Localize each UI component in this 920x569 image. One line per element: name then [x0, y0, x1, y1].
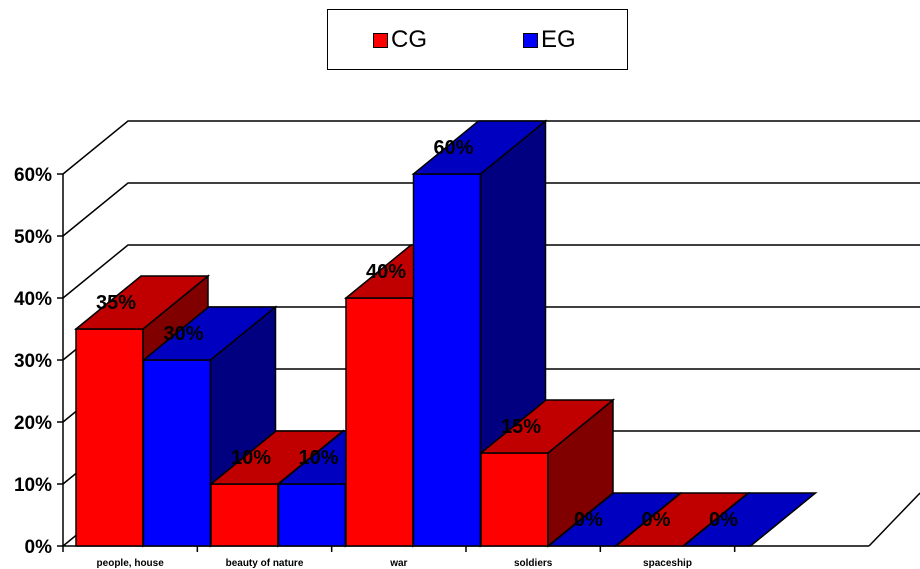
legend-item-cg: CG: [373, 28, 427, 52]
x-tick-labels: people, house beauty of nature war soldiers…: [97, 558, 692, 569]
bars: [73, 119, 818, 548]
data-label-eg: 60%: [433, 137, 473, 159]
data-label-cg: 35%: [96, 292, 136, 314]
floor-right-edge: [868, 492, 920, 547]
legend-label-cg: CG: [391, 26, 427, 53]
bar-front: [480, 452, 549, 547]
y-tick-label: 40%: [14, 289, 52, 310]
gridline: [62, 182, 920, 237]
bar-front: [75, 328, 144, 547]
y-tick-labels: 0% 10% 20% 30% 40% 50% 60%: [14, 165, 52, 558]
y-tick-label: 10%: [14, 475, 52, 496]
bar-front: [277, 483, 347, 547]
bar-front: [210, 483, 279, 547]
y-tick-label: 0%: [25, 537, 53, 558]
bar-top: [681, 492, 818, 547]
legend-item-eg: EG: [523, 28, 576, 52]
data-label-eg: 0%: [574, 509, 603, 531]
y-tick-label: 20%: [14, 413, 52, 434]
bar-top: [141, 306, 278, 361]
x-tick-label: beauty of nature: [226, 558, 304, 569]
legend-swatch-eg: [523, 32, 538, 48]
bar-top: [411, 120, 548, 175]
y-tick-label: 60%: [14, 165, 52, 186]
bar-cg: [478, 398, 616, 548]
data-label-eg: 30%: [163, 323, 203, 345]
x-tick-label: soldiers: [514, 558, 553, 569]
y-tick-label: 30%: [14, 351, 52, 372]
bar-eg: [681, 492, 818, 547]
data-label-cg: 40%: [366, 261, 406, 283]
data-label-eg: 10%: [298, 447, 338, 469]
legend: CG EG: [327, 9, 628, 70]
x-tick-label: spaceship: [643, 558, 692, 569]
x-tick-label: people, house: [97, 558, 165, 569]
gridline: [62, 244, 920, 299]
bar-front: [345, 297, 414, 547]
y-tick-label: 50%: [14, 227, 52, 248]
bar-front: [142, 359, 212, 547]
data-label-cg: 0%: [642, 509, 671, 531]
data-label-eg: 0%: [709, 509, 738, 531]
legend-label-eg: EG: [541, 26, 576, 53]
x-tick-label: war: [389, 558, 407, 569]
bar-front: [412, 173, 482, 547]
legend-swatch-cg: [373, 32, 388, 48]
bar-top: [73, 275, 211, 330]
bar-top: [478, 399, 616, 454]
data-label-cg: 15%: [501, 416, 541, 438]
gridline: [62, 120, 920, 175]
data-labels: 35% 30% 10% 10% 40% 60% 15% 0% 0% 0%: [96, 137, 738, 531]
data-label-cg: 10%: [231, 447, 271, 469]
